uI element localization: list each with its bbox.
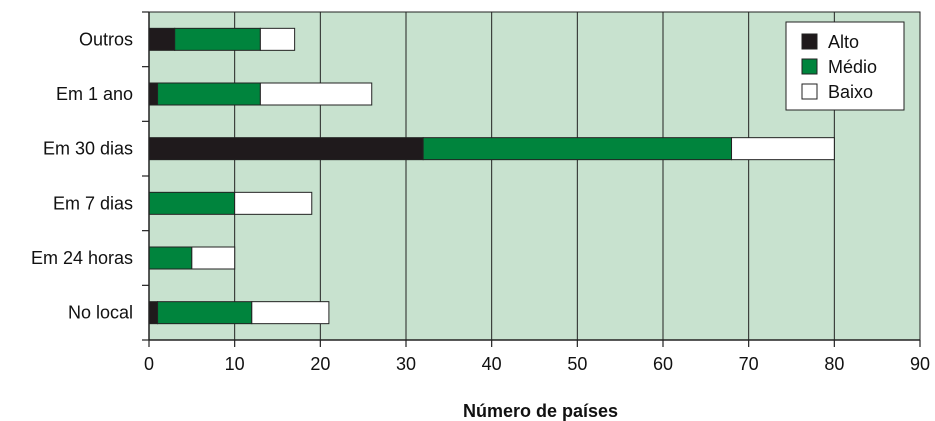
legend-swatch-baixo — [801, 83, 818, 100]
bar-alto-3 — [148, 137, 424, 161]
bar-baixo-0 — [251, 301, 330, 325]
bar-médio-3 — [422, 137, 733, 161]
category-label-1: Em 24 horas — [31, 248, 133, 268]
x-tick-label-80: 80 — [824, 354, 844, 374]
x-tick-label-0: 0 — [144, 354, 154, 374]
legend-swatch-alto — [801, 33, 818, 50]
x-tick-label-40: 40 — [482, 354, 502, 374]
bar-baixo-4 — [259, 82, 373, 106]
bar-baixo-2 — [234, 191, 313, 215]
category-label-0: No local — [68, 303, 133, 323]
x-tick-labels: 0 10 20 30 40 50 60 70 80 90 — [144, 354, 930, 374]
x-tick-label-70: 70 — [739, 354, 759, 374]
category-label-4: Em 1 ano — [56, 84, 133, 104]
axes — [142, 11, 921, 347]
bars — [148, 27, 835, 325]
bar-alto-4 — [148, 82, 159, 106]
legend-label-1: Médio — [828, 57, 877, 77]
category-labels: No local Em 24 horas Em 7 dias Em 30 dias Em… — [31, 29, 133, 322]
x-tick-label-30: 30 — [396, 354, 416, 374]
x-tick-label-50: 50 — [567, 354, 587, 374]
bar-alto-0 — [148, 301, 159, 325]
x-tick-label-20: 20 — [310, 354, 330, 374]
legend-label-2: Baixo — [828, 82, 873, 102]
category-label-3: Em 30 dias — [43, 139, 133, 159]
legend-swatch-médio — [801, 58, 818, 75]
category-label-5: Outros — [79, 29, 133, 49]
bar-médio-5 — [174, 27, 261, 51]
x-tick-label-60: 60 — [653, 354, 673, 374]
grid-lines — [234, 12, 835, 340]
bar-baixo-5 — [259, 27, 296, 51]
bar-médio-2 — [148, 191, 236, 215]
bar-baixo-1 — [191, 246, 236, 270]
bar-alto-5 — [148, 27, 176, 51]
bar-médio-4 — [157, 82, 261, 106]
x-tick-label-10: 10 — [225, 354, 245, 374]
bar-médio-0 — [157, 301, 253, 325]
x-tick-label-90: 90 — [910, 354, 930, 374]
bar-baixo-3 — [731, 137, 835, 161]
category-label-2: Em 7 dias — [53, 193, 133, 213]
x-axis-title: Número de países — [463, 401, 618, 421]
legend: Alto Médio Baixo — [785, 21, 905, 111]
legend-label-0: Alto — [828, 32, 859, 52]
bar-médio-1 — [148, 246, 193, 270]
